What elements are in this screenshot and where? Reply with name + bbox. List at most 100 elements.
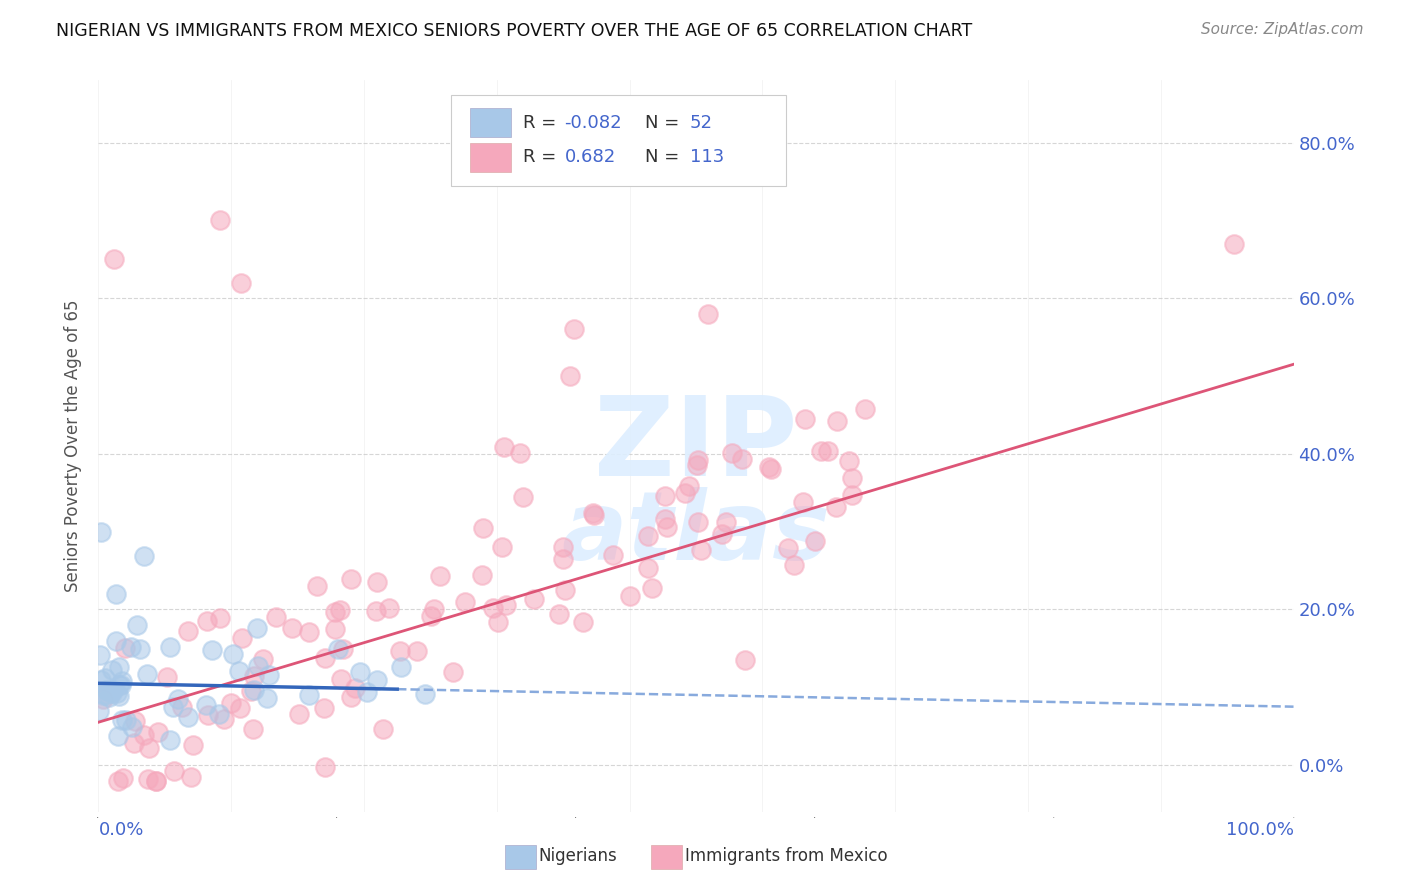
Text: 100.0%: 100.0%: [1226, 821, 1294, 839]
Point: [413, 686, 436, 700]
Text: Immigrants from Mexico: Immigrants from Mexico: [685, 847, 887, 865]
Point: [138, 741, 160, 756]
Point: [208, 213, 231, 227]
Point: [366, 575, 388, 590]
Point: [208, 706, 231, 721]
Point: [110, 677, 132, 691]
Point: [256, 690, 278, 705]
Point: [107, 660, 129, 674]
Point: [366, 673, 388, 687]
Point: [734, 652, 756, 666]
Point: [110, 674, 132, 689]
Point: [231, 631, 253, 645]
Point: [340, 572, 363, 586]
Point: [571, 615, 593, 629]
Point: [423, 601, 446, 615]
Point: [91, 691, 114, 706]
Point: [90, 673, 112, 688]
Point: [212, 713, 235, 727]
Point: [180, 770, 202, 784]
Point: [195, 698, 218, 712]
Point: [323, 622, 346, 636]
Point: [108, 678, 131, 692]
Point: [201, 642, 224, 657]
Point: [491, 540, 513, 554]
Text: ZIP: ZIP: [595, 392, 797, 500]
Point: [128, 641, 150, 656]
Point: [105, 634, 128, 648]
Point: [247, 658, 270, 673]
Point: [107, 729, 129, 743]
Point: [686, 515, 709, 529]
Point: [208, 611, 231, 625]
Point: [228, 700, 250, 714]
Point: [554, 582, 576, 597]
Point: [156, 670, 179, 684]
Point: [637, 529, 659, 543]
Point: [177, 710, 200, 724]
Point: [159, 640, 181, 655]
Point: [686, 458, 709, 473]
FancyBboxPatch shape: [470, 108, 510, 137]
Point: [329, 672, 352, 686]
Point: [523, 592, 546, 607]
Point: [104, 587, 127, 601]
Point: [148, 725, 170, 739]
Point: [323, 605, 346, 619]
Point: [710, 527, 733, 541]
Point: [197, 707, 219, 722]
Point: [122, 736, 145, 750]
Point: [242, 722, 264, 736]
Text: 113: 113: [690, 148, 724, 166]
Text: R =: R =: [523, 148, 568, 166]
Point: [228, 664, 250, 678]
Point: [121, 720, 143, 734]
Point: [314, 760, 336, 774]
Point: [1223, 236, 1246, 251]
Point: [495, 598, 517, 612]
Point: [482, 600, 505, 615]
Text: -0.082: -0.082: [565, 113, 621, 132]
Point: [94, 671, 117, 685]
Point: [486, 615, 509, 630]
Text: NIGERIAN VS IMMIGRANTS FROM MEXICO SENIORS POVERTY OVER THE AGE OF 65 CORRELATIO: NIGERIAN VS IMMIGRANTS FROM MEXICO SENIO…: [56, 22, 973, 40]
Point: [841, 471, 863, 485]
Point: [824, 500, 846, 515]
Point: [389, 644, 412, 658]
Point: [96, 689, 118, 703]
Point: [242, 669, 264, 683]
Point: [111, 771, 134, 785]
Point: [305, 579, 328, 593]
Point: [229, 276, 252, 290]
Point: [562, 322, 585, 336]
Point: [101, 683, 124, 698]
Point: [776, 541, 799, 555]
Point: [89, 705, 111, 719]
Point: [853, 402, 876, 417]
Point: [103, 252, 125, 267]
Point: [792, 495, 814, 509]
Point: [172, 700, 194, 714]
Point: [803, 534, 825, 549]
Point: [97, 690, 120, 705]
Point: [371, 722, 394, 736]
Point: [107, 773, 129, 788]
Point: [472, 521, 495, 535]
Point: [111, 713, 134, 727]
Point: [406, 643, 429, 657]
Point: [329, 603, 352, 617]
Point: [689, 543, 711, 558]
Point: [454, 595, 477, 609]
FancyBboxPatch shape: [451, 95, 786, 186]
Point: [782, 558, 804, 573]
Point: [673, 486, 696, 500]
Point: [654, 512, 676, 526]
Point: [619, 589, 641, 603]
Text: 52: 52: [690, 113, 713, 132]
Point: [239, 684, 262, 698]
Point: [328, 641, 350, 656]
Point: [678, 479, 700, 493]
Point: [298, 688, 321, 702]
Point: [177, 624, 200, 639]
Point: [547, 607, 569, 621]
